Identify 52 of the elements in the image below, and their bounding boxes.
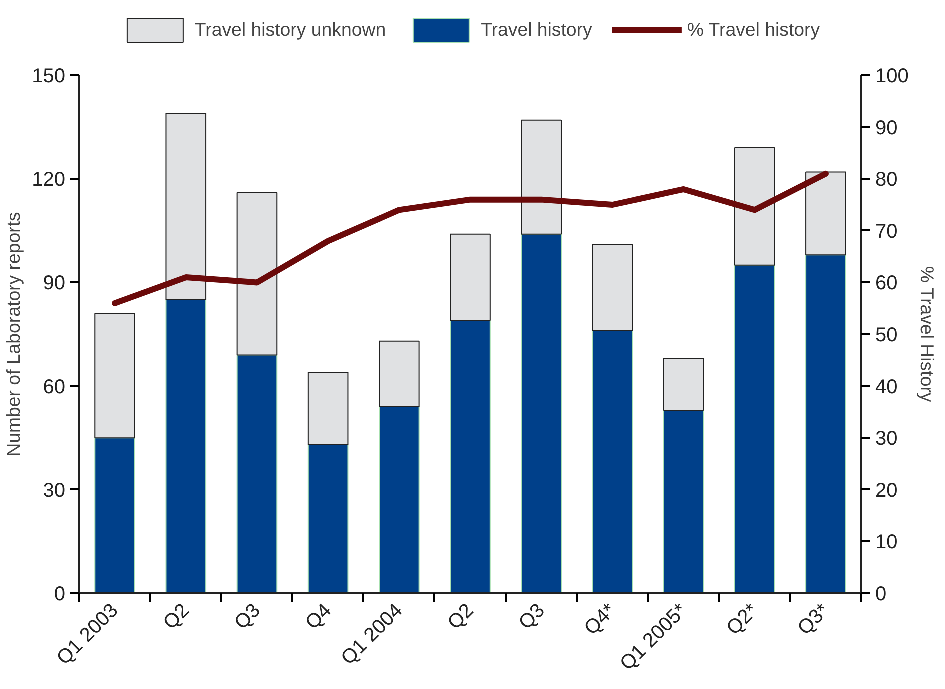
- bar: [592, 244, 634, 332]
- x-tick-label: Q3*: [794, 600, 834, 640]
- x-tick-label: Q3: [514, 600, 550, 634]
- x-tick-label: Q3: [230, 600, 266, 634]
- bar: [308, 372, 349, 446]
- y2-tick-label: 30: [876, 428, 898, 450]
- bar: [734, 148, 776, 266]
- y2-tick-label: 60: [876, 272, 898, 295]
- bar: [379, 406, 420, 594]
- bar: [521, 234, 562, 594]
- y2-tick-label: 50: [876, 324, 898, 346]
- x-tick-label: Q2*: [722, 600, 763, 640]
- bar: [450, 320, 491, 594]
- bar: [94, 438, 136, 594]
- legend-label: Travel history unknown: [194, 19, 386, 41]
- bar: [592, 330, 634, 594]
- y-tick-label: 0: [54, 584, 66, 606]
- legend-label: Travel history: [481, 19, 592, 41]
- bar: [236, 192, 278, 356]
- bar: [663, 410, 704, 594]
- y2-tick-label: 40: [876, 376, 898, 398]
- bar: [806, 254, 846, 594]
- bar: [379, 340, 420, 408]
- y2-tick-label: 10: [876, 532, 898, 554]
- y2-axis-title: % Travel History: [916, 266, 938, 403]
- y2-tick-label: 0: [876, 584, 887, 606]
- y-axis-title: Number of Laboratory reports: [3, 212, 24, 457]
- bar: [734, 264, 776, 594]
- y-tick-label: 150: [32, 66, 66, 88]
- bar: [308, 444, 349, 594]
- y2-tick-label: 90: [876, 117, 898, 140]
- y-tick-label: 120: [32, 169, 66, 192]
- y2-tick-label: 80: [876, 169, 898, 192]
- x-tick-label: Q4: [302, 600, 336, 634]
- y2-tick-label: 70: [876, 220, 898, 243]
- bar: [521, 120, 562, 235]
- x-tick-label: Q4*: [580, 600, 621, 640]
- bar: [806, 172, 846, 256]
- y-tick-label: 90: [43, 272, 66, 295]
- bar: [166, 299, 207, 594]
- y-tick-label: 30: [43, 480, 66, 502]
- bar: [663, 358, 704, 411]
- bar: [166, 112, 207, 300]
- bar: [450, 234, 491, 322]
- y2-tick-label: 100: [876, 66, 909, 88]
- y2-tick-label: 20: [876, 480, 898, 502]
- y-tick-label: 60: [43, 376, 66, 398]
- bar: [236, 354, 278, 594]
- x-tick-label: Q2: [159, 600, 194, 634]
- legend-label: % Travel history: [687, 19, 820, 41]
- bar: [94, 313, 136, 439]
- x-tick-label: Q2: [444, 600, 478, 634]
